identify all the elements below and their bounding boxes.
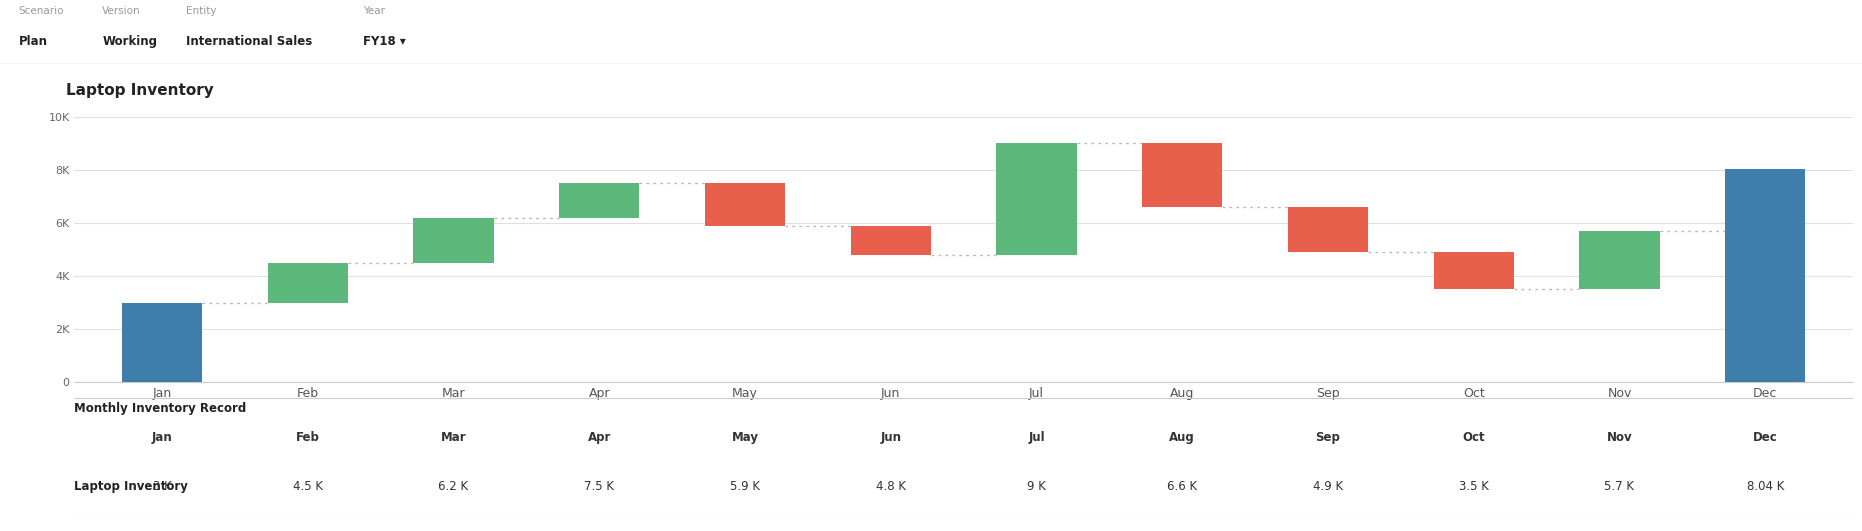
Bar bbox=[268, 263, 348, 303]
Text: 8.04 K: 8.04 K bbox=[1747, 479, 1784, 493]
Text: 3.5 K: 3.5 K bbox=[1458, 479, 1488, 493]
Text: Dec: Dec bbox=[1752, 431, 1778, 444]
Text: 3 K: 3 K bbox=[153, 479, 171, 493]
Bar bbox=[413, 218, 493, 263]
Text: Feb: Feb bbox=[296, 431, 320, 444]
Bar bbox=[1289, 207, 1369, 252]
Text: International Sales: International Sales bbox=[186, 35, 313, 48]
Text: Working: Working bbox=[102, 35, 158, 48]
Text: 6.6 K: 6.6 K bbox=[1167, 479, 1197, 493]
Text: Sep: Sep bbox=[1316, 431, 1341, 444]
Text: Mar: Mar bbox=[441, 431, 466, 444]
Text: May: May bbox=[732, 431, 758, 444]
Text: 4.9 K: 4.9 K bbox=[1313, 479, 1343, 493]
Text: Scenario: Scenario bbox=[19, 6, 63, 16]
Text: Plan: Plan bbox=[19, 35, 48, 48]
Text: 5.7 K: 5.7 K bbox=[1605, 479, 1635, 493]
Text: 6.2 K: 6.2 K bbox=[438, 479, 469, 493]
Bar bbox=[1579, 231, 1659, 289]
Text: Jul: Jul bbox=[1028, 431, 1045, 444]
Text: Monthly Inventory Record: Monthly Inventory Record bbox=[74, 402, 248, 415]
Text: Jan: Jan bbox=[151, 431, 173, 444]
Text: Year: Year bbox=[363, 6, 385, 16]
Text: Entity: Entity bbox=[186, 6, 216, 16]
Text: Version: Version bbox=[102, 6, 142, 16]
Text: Apr: Apr bbox=[588, 431, 611, 444]
Text: Aug: Aug bbox=[1169, 431, 1195, 444]
Bar bbox=[851, 226, 931, 255]
Bar bbox=[121, 303, 201, 382]
Bar bbox=[559, 183, 639, 218]
Text: 5.9 K: 5.9 K bbox=[730, 479, 760, 493]
Text: 7.5 K: 7.5 K bbox=[585, 479, 614, 493]
Text: Laptop Inventory: Laptop Inventory bbox=[65, 83, 214, 98]
Bar bbox=[1726, 169, 1806, 382]
Text: Jun: Jun bbox=[881, 431, 901, 444]
Text: 9 K: 9 K bbox=[1028, 479, 1046, 493]
Text: FY18 ▾: FY18 ▾ bbox=[363, 35, 406, 48]
Bar bbox=[706, 183, 786, 226]
Text: Laptop Inventory: Laptop Inventory bbox=[74, 479, 188, 493]
Bar bbox=[1434, 252, 1514, 289]
Text: Nov: Nov bbox=[1607, 431, 1633, 444]
Text: 4.8 K: 4.8 K bbox=[875, 479, 905, 493]
Bar bbox=[1141, 143, 1221, 207]
Bar bbox=[996, 143, 1076, 255]
Text: 4.5 K: 4.5 K bbox=[292, 479, 322, 493]
Text: Oct: Oct bbox=[1462, 431, 1486, 444]
